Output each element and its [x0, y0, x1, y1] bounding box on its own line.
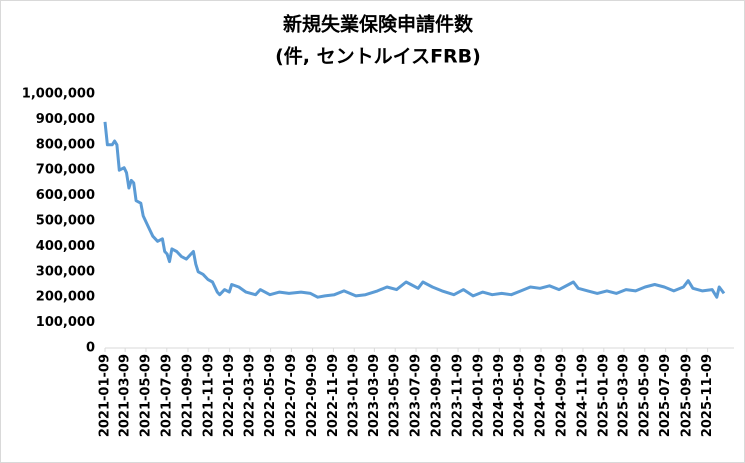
x-tick-label: 2021-01-09 [98, 354, 113, 437]
y-tick-label: 700,000 [36, 163, 95, 178]
x-tick-label: 2023-05-09 [388, 354, 403, 437]
x-tick-label: 2022-05-09 [263, 354, 278, 437]
y-tick-label: 400,000 [36, 239, 95, 254]
y-tick-label: 300,000 [36, 264, 95, 279]
y-tick-label: 600,000 [36, 188, 95, 203]
x-tick-label: 2022-01-09 [222, 354, 237, 437]
x-tick-label: 2024-07-09 [533, 354, 548, 437]
x-tick-label: 2025-09-09 [679, 354, 694, 437]
x-tick-label: 2024-03-09 [492, 354, 507, 437]
x-tick-label: 2023-09-09 [430, 354, 445, 437]
x-tick-label: 2022-03-09 [242, 354, 257, 437]
x-tick-label: 2023-01-09 [347, 354, 362, 437]
x-tick-label: 2023-11-09 [451, 354, 466, 437]
x-tick-label: 2022-09-09 [305, 354, 320, 437]
x-tick-label: 2021-07-09 [159, 354, 174, 437]
x-tick-label: 2021-03-09 [118, 354, 133, 437]
x-tick-label: 2021-05-09 [138, 354, 153, 437]
x-tick-label: 2024-01-09 [471, 354, 486, 437]
y-tick-label: 1,000,000 [22, 87, 95, 102]
x-tick-label: 2025-01-09 [596, 354, 611, 437]
data-line [103, 121, 726, 299]
y-tick-label: 900,000 [36, 112, 95, 127]
chart-title: 新規失業保険申請件数 [283, 13, 474, 36]
y-tick-label: 0 [86, 341, 95, 356]
x-tick-label: 2025-03-09 [616, 354, 631, 437]
x-tick-label: 2023-07-09 [409, 354, 424, 437]
x-tick-label: 2023-03-09 [367, 354, 382, 437]
chart-subtitle: (件, セントルイスFRB) [275, 45, 481, 68]
x-tick-label: 2021-09-09 [180, 354, 195, 437]
x-tick-label: 2022-07-09 [284, 354, 299, 437]
x-tick-label: 2021-11-09 [201, 354, 216, 437]
y-tick-label: 100,000 [36, 315, 95, 330]
x-tick-label: 2024-09-09 [555, 354, 570, 437]
y-tick-label: 200,000 [36, 290, 95, 305]
x-tick-label: 2024-05-09 [513, 354, 528, 437]
y-tick-label: 500,000 [36, 214, 95, 229]
x-tick-label: 2025-05-09 [637, 354, 652, 437]
x-tick-label: 2022-11-09 [326, 354, 341, 437]
x-tick-label: 2025-11-09 [700, 354, 715, 437]
x-tick-label: 2024-11-09 [575, 354, 590, 437]
x-tick-label: 2025-07-09 [658, 354, 673, 437]
y-tick-label: 800,000 [36, 137, 95, 152]
